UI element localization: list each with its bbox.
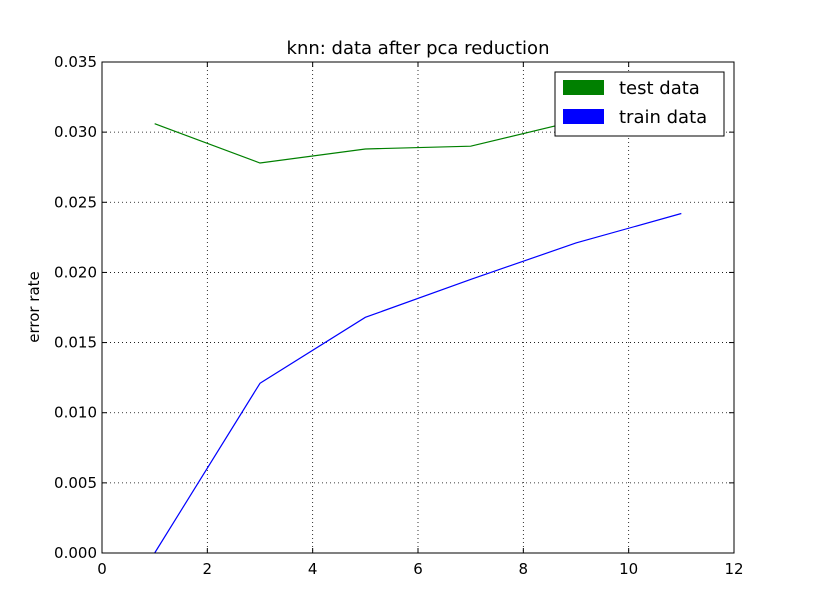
axis-ticks: 0 2 4 6 8 10 12 0.000 0.005 0.010 0.015 0.020 0.025 0… (54, 53, 744, 578)
y-tick-label: 0.020 (54, 263, 97, 281)
y-tick-label: 0.035 (54, 53, 97, 71)
y-tick-label: 0.005 (54, 474, 97, 492)
legend-swatch (563, 80, 604, 95)
x-tick-label: 10 (619, 560, 638, 578)
y-tick-label: 0.015 (54, 334, 97, 352)
legend: test data train data (554, 71, 725, 137)
y-axis-label: error rate (25, 271, 43, 343)
legend-label: test data (619, 78, 700, 99)
x-tick-label: 2 (203, 560, 213, 578)
x-tick-label: 12 (724, 560, 743, 578)
y-tick-label: 0.000 (54, 544, 97, 562)
x-tick-label: 8 (519, 560, 529, 578)
x-tick-label: 0 (97, 560, 107, 578)
x-tick-label: 6 (413, 560, 423, 578)
series-line-train-data (154, 212, 682, 554)
legend-label: train data (619, 107, 707, 128)
y-tick-label: 0.010 (54, 404, 97, 422)
x-tick-label: 4 (308, 560, 318, 578)
chart-title: knn: data after pca reduction (287, 38, 550, 59)
legend-swatch (563, 109, 604, 124)
y-tick-label: 0.025 (54, 193, 97, 211)
series-lines (154, 120, 682, 554)
y-tick-label: 0.030 (54, 123, 97, 141)
